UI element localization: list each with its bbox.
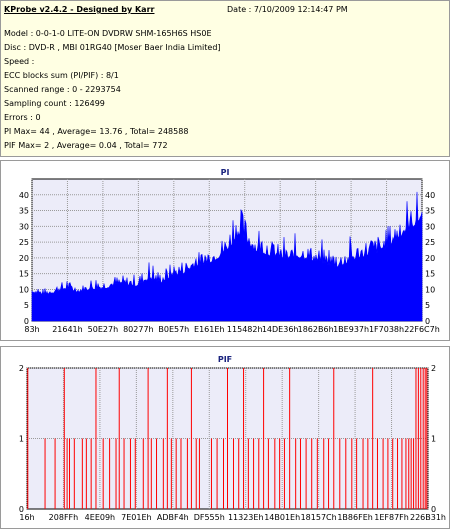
pi-xtick-label: 14DE36h	[262, 325, 299, 334]
info-model: Model : 0-0-1-0 LITE-ON DVDRW SHM-165H6S…	[4, 29, 212, 38]
pi-xtick-label: 83h	[24, 325, 39, 334]
pi-ytick-right: 40	[425, 191, 435, 200]
info-pi-stats: PI Max= 44 , Average= 13.76 , Total= 248…	[4, 127, 189, 136]
pif-xtick-label: 1EF87Fh	[374, 513, 409, 522]
pi-xtick-label: 22F6C7h	[404, 325, 440, 334]
pi-ytick-right: 10	[425, 285, 435, 294]
pif-ytick-right: 1	[431, 435, 436, 444]
info-speed: Speed :	[4, 57, 35, 66]
pif-ytick-left: 1	[19, 435, 24, 444]
pif-xtick-label: 4EE09h	[85, 513, 115, 522]
pi-xtick-label: B0E57h	[158, 325, 189, 334]
pi-ytick-left: 20	[19, 254, 29, 263]
pi-chart: PI 0 0 5 5 10 10 15 15 20 20 25 25 30 30 35 35 40 40 83h 21…	[19, 168, 440, 334]
pif-ytick-left: 0	[19, 505, 24, 514]
info-range: Scanned range : 0 - 2293754	[4, 85, 121, 94]
pif-ytick-left: 2	[19, 364, 24, 373]
app-title: KProbe v2.4.2 - Designed by Karr	[4, 5, 155, 14]
pi-ytick-right: 15	[425, 270, 435, 279]
pi-xtick-label: 1BE937h	[333, 325, 369, 334]
info-sampling: Sampling count : 126499	[4, 99, 105, 108]
pi-ytick-left: 5	[24, 301, 29, 310]
pif-xtick-label: 1B86FEh	[337, 513, 372, 522]
pi-ytick-left: 15	[19, 270, 29, 279]
pi-series-area	[31, 191, 423, 322]
pi-xtick-label: E161Eh	[194, 325, 224, 334]
pi-xtick-label: 1862B6h	[298, 325, 334, 334]
pi-xtick-label: 115482h	[227, 325, 263, 334]
pi-ytick-left: 40	[19, 191, 29, 200]
pi-ytick-right: 20	[425, 254, 435, 263]
pi-ytick-left: 35	[19, 207, 29, 216]
pif-xtick-label: ADBF4h	[157, 513, 189, 522]
pi-xtick-label: 21641h	[52, 325, 83, 334]
scan-date: Date : 7/10/2009 12:14:47 PM	[227, 5, 348, 14]
info-disc: Disc : DVD-R , MBI 01RG40 [Moser Baer In…	[4, 43, 221, 52]
pif-ytick-right: 0	[431, 505, 436, 514]
pif-xtick-label: 16h	[19, 513, 34, 522]
pif-chart-title: PIF	[218, 355, 232, 364]
pif-chart-panel: PIF 0 0 1 1 2 2 16h 208FFh 4EE09h 7E01Eh ADBF4h DF5…	[0, 346, 450, 529]
pi-xtick-label: 50E27h	[88, 325, 118, 334]
info-panel: KProbe v2.4.2 - Designed by Karr Date : …	[0, 0, 450, 157]
info-errors: Errors : 0	[4, 113, 41, 122]
pif-chart: PIF 0 0 1 1 2 2 16h 208FFh 4EE09h 7E01Eh ADBF4h DF5…	[19, 355, 446, 522]
pi-ytick-right: 30	[425, 222, 435, 231]
info-pif-stats: PIF Max= 2 , Average= 0.04 , Total= 772	[4, 141, 168, 150]
pif-xtick-label: 18157Ch	[301, 513, 337, 522]
pif-xtick-label: 208FFh	[49, 513, 79, 522]
pi-ytick-right: 5	[425, 301, 430, 310]
pif-xtick-label: 7E01Eh	[121, 513, 151, 522]
pi-ytick-right: 0	[425, 317, 430, 326]
pi-chart-panel: PI 0 0 5 5 10 10 15 15 20 20 25 25 30 30 35 35 40 40 83h 21…	[0, 160, 450, 341]
pi-ytick-left: 10	[19, 285, 29, 294]
pi-ytick-right: 25	[425, 238, 435, 247]
pif-ytick-right: 2	[431, 364, 436, 373]
pi-xtick-label: 80277h	[123, 325, 154, 334]
pif-xtick-label: 14B01Eh	[264, 513, 300, 522]
pi-ytick-left: 0	[24, 317, 29, 326]
pif-xtick-label: 11323Eh	[228, 513, 264, 522]
pi-ytick-right: 35	[425, 207, 435, 216]
pi-chart-title: PI	[221, 168, 230, 177]
pif-xtick-label: 226B31h	[410, 513, 446, 522]
pi-ytick-left: 30	[19, 222, 29, 231]
info-ecc: ECC blocks sum (PI/PIF) : 8/1	[4, 71, 119, 80]
pi-xtick-label: 1F7038h	[369, 325, 404, 334]
pif-xtick-label: DF555h	[194, 513, 225, 522]
pi-ytick-left: 25	[19, 238, 29, 247]
